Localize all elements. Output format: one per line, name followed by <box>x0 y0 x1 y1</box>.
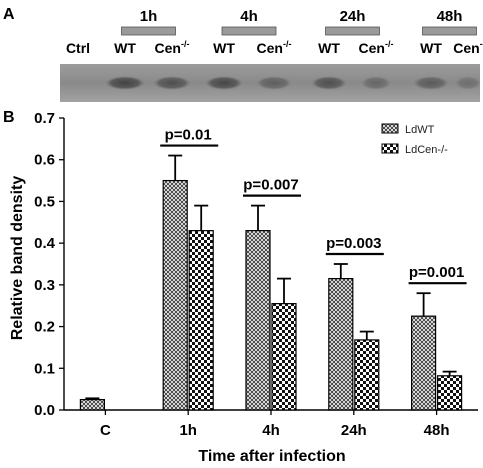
x-tick-label: 48h <box>424 422 450 439</box>
p-value-annotation: p=0.01 <box>160 127 219 147</box>
blot-band <box>413 76 449 90</box>
time-group-bracket <box>422 26 477 36</box>
legend-swatch <box>381 123 399 134</box>
y-tick-label: 0.7 <box>34 110 55 127</box>
blot-band <box>256 76 292 90</box>
bar-ldcen-24h <box>354 339 380 411</box>
blot-band <box>153 76 191 90</box>
p-value-label: p=0.001 <box>409 264 464 281</box>
legend-item-ldwt: LdWT <box>381 123 435 136</box>
bar-ldcen-48h <box>437 375 463 411</box>
x-tick-label: 1h <box>179 422 197 439</box>
lane-superscript: -/- <box>283 39 292 49</box>
x-axis: C 1h 4h 24h 48h <box>64 409 478 439</box>
lane-label: Cen-/- <box>359 39 394 56</box>
time-groups: 1h 4h 24h 48h <box>121 8 477 36</box>
blot-band <box>105 76 145 90</box>
time-group-1h: 1h <box>121 8 176 36</box>
panel-b: B Relative band density 0.00.10.20.30.40… <box>3 109 478 465</box>
y-tick-label: 0.2 <box>34 319 55 336</box>
y-tick-label: 0.4 <box>34 235 56 252</box>
blot-band <box>455 76 481 90</box>
lane-label: Cen- <box>453 39 482 56</box>
bar-ldwt-4h <box>245 230 271 411</box>
time-group-24h: 24h <box>325 8 380 36</box>
bar-ldcen-1h <box>188 230 214 411</box>
y-tick-label: 0.3 <box>34 277 55 294</box>
p-value-annotation: p=0.001 <box>408 264 467 285</box>
legend: LdWT LdCen-/- <box>381 123 448 156</box>
lane-label: Cen-/- <box>155 39 190 56</box>
p-value-annotation: p=0.007 <box>243 177 301 197</box>
x-tick-label: C <box>100 422 111 439</box>
time-label: 48h <box>437 8 463 25</box>
lane-label: WT <box>420 40 442 56</box>
panel-b-letter: B <box>3 109 15 126</box>
time-group-bracket <box>325 26 380 36</box>
bar-ldcen-4h <box>271 303 297 411</box>
x-axis-title: Time after infection <box>198 448 345 465</box>
time-group-48h: 48h <box>422 8 477 36</box>
time-group-4h: 4h <box>221 8 277 36</box>
lane-superscript: -/- <box>181 39 190 49</box>
time-label: 24h <box>340 8 366 25</box>
y-axis: 0.0 0.1 0.2 0.3 0.4 0.5 0.6 0.7 <box>34 110 65 419</box>
x-tick-label: 4h <box>262 422 280 439</box>
legend-item-ldcen: LdCen-/- <box>381 143 448 156</box>
x-tick-label: 24h <box>341 422 367 439</box>
panel-a-letter: A <box>3 6 15 23</box>
blot-band <box>205 76 243 90</box>
annotations: p=0.01 p=0.007 p=0.003 p=0.001 <box>160 127 467 285</box>
lane-label: Ctrl <box>66 40 90 56</box>
legend-label: LdCen-/- <box>405 144 448 156</box>
lane-label: WT <box>213 40 235 56</box>
lane-label: WT <box>114 40 136 56</box>
y-tick-label: 0.0 <box>34 402 55 419</box>
bar-ldwt-24h <box>328 278 354 411</box>
lane-superscript: - <box>480 39 483 49</box>
time-group-bracket <box>121 26 176 36</box>
bar-ldwt-48h <box>411 315 437 411</box>
y-axis-title: Relative band density <box>9 176 26 341</box>
bar-ldwt-1h <box>162 179 188 411</box>
lane-superscript: -/- <box>385 39 394 49</box>
time-label: 4h <box>240 8 258 25</box>
p-value-label: p=0.003 <box>326 235 381 252</box>
time-group-bracket <box>221 26 277 36</box>
p-value-label: p=0.007 <box>243 177 298 194</box>
lane-labels: Ctrl WT Cen-/- WT Cen-/- WT Cen-/- WT Cen- <box>66 39 483 56</box>
blot-bands <box>105 76 481 90</box>
y-tick-label: 0.6 <box>34 152 55 169</box>
time-label: 1h <box>140 8 158 25</box>
blot-band <box>361 76 391 90</box>
panel-a: A 1h 4h 24h 48h Ctrl WT Cen-/- WT Cen-/- WT Cen-/… <box>3 6 483 102</box>
bars <box>79 154 463 411</box>
lane-label: WT <box>318 40 340 56</box>
legend-swatch <box>381 143 399 154</box>
p-value-label: p=0.01 <box>165 127 212 144</box>
y-tick-label: 0.5 <box>34 193 55 210</box>
bar-ldwt-C <box>79 398 106 411</box>
y-tick-label: 0.1 <box>34 360 55 377</box>
legend-label: LdWT <box>405 124 435 136</box>
blot-band <box>311 76 347 90</box>
lane-label: Cen-/- <box>257 39 292 56</box>
p-value-annotation: p=0.003 <box>325 235 384 256</box>
